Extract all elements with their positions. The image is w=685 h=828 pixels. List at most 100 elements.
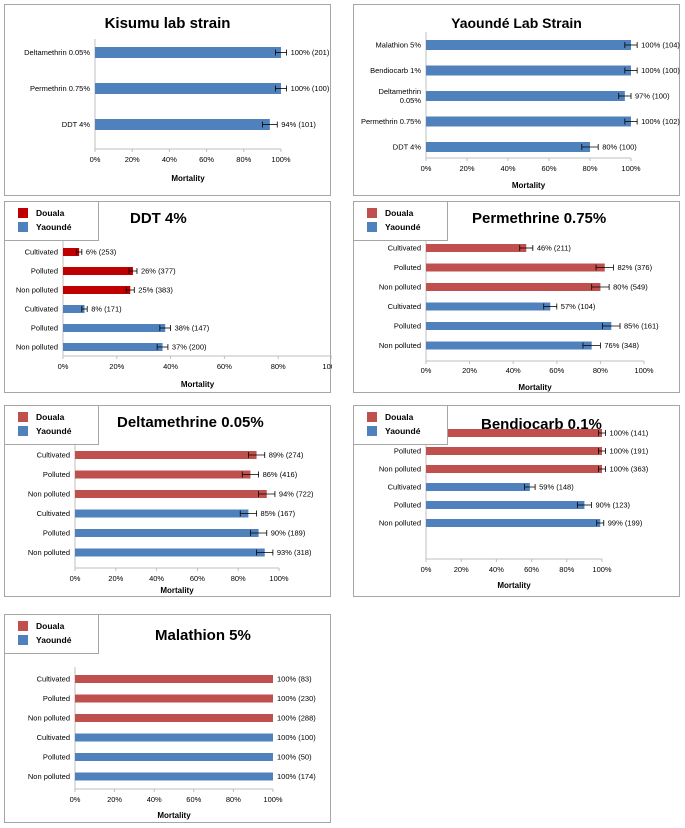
x-axis-label: Mortality [160, 586, 194, 595]
data-label: 76% (348) [604, 341, 639, 350]
category-label: Bendiocarb 1% [370, 66, 421, 75]
bar [75, 490, 267, 498]
data-label: 100% (100) [291, 84, 330, 93]
data-label: 37% (200) [172, 343, 207, 352]
bar [426, 283, 601, 291]
x-tick-label: 80% [559, 565, 574, 574]
chart-plot: 0% 20% 40% 60% 80% 100% Mortality Malathion 5% 1… [361, 32, 680, 190]
x-tick-label: 80% [236, 155, 251, 164]
legend-item-douala: Douala [18, 620, 64, 632]
data-label: 26% (377) [141, 267, 176, 276]
bar [63, 324, 166, 332]
category-label: Cultivated [37, 509, 70, 518]
x-tick-label: 40% [506, 366, 521, 375]
category-label: Polluted [43, 694, 70, 703]
x-tick-label: 0% [70, 574, 81, 583]
category-label: Polluted [394, 322, 421, 331]
bar [75, 733, 273, 742]
legend-item-douala: Douala [367, 207, 413, 219]
x-axis-label: Mortality [181, 380, 215, 389]
bar [63, 248, 80, 256]
bar [75, 694, 273, 703]
x-tick-label: 80% [593, 366, 608, 375]
chart-title: Malathion 5% [155, 627, 251, 644]
data-label: 38% (147) [175, 324, 210, 333]
x-tick-label: 20% [108, 574, 123, 583]
data-label: 100% (50) [277, 753, 312, 762]
x-axis-label: Mortality [512, 181, 546, 190]
legend-label: Yaoundé [36, 222, 72, 232]
data-label: 97% (100) [635, 92, 670, 101]
category-label: Polluted [31, 324, 58, 333]
legend-label: Yaoundé [36, 426, 72, 436]
x-tick-label: 60% [541, 164, 556, 173]
bar [426, 263, 605, 272]
bar [426, 501, 585, 509]
bar [95, 83, 281, 94]
bar [426, 447, 602, 455]
data-label: 93% (318) [277, 548, 312, 557]
legend-label: Douala [36, 208, 65, 218]
data-label: 100% (230) [277, 694, 316, 703]
category-label: Polluted [394, 501, 421, 510]
bar [426, 465, 602, 473]
data-label: 94% (101) [281, 120, 316, 129]
legend-item-douala: Douala [18, 411, 64, 423]
bar [75, 451, 257, 459]
data-label: 59% (148) [539, 483, 574, 492]
category-label: Cultivated [37, 451, 70, 460]
x-tick-label: 60% [186, 795, 201, 804]
category-label: Non polluted [379, 341, 421, 350]
chart-title: Permethrine 0.75% [472, 210, 607, 227]
category-label: Non polluted [379, 283, 421, 292]
data-label: 25% (383) [138, 286, 173, 295]
legend-label: Yaoundé [385, 426, 421, 436]
bar [426, 65, 631, 76]
x-tick-label: 20% [459, 164, 474, 173]
category-label: Cultivated [25, 305, 58, 314]
data-label: 80% (100) [602, 143, 637, 152]
legend: Douala Yaoundé [5, 615, 99, 654]
bar [75, 772, 273, 781]
legend-label: Douala [385, 412, 414, 422]
bar [426, 341, 592, 350]
legend-item-yaounde: Yaoundé [18, 425, 71, 437]
x-axis-label: Mortality [518, 383, 552, 392]
chart-panel-yaounde-lab: 0% 20% 40% 60% 80% 100% Mortality Malathion 5% 1… [353, 4, 680, 196]
category-label: Non polluted [28, 714, 70, 723]
category-label: DDT 4% [393, 143, 422, 152]
bar [63, 286, 131, 294]
bar [426, 142, 590, 152]
x-tick-label: 100% [263, 795, 283, 804]
bar [426, 40, 631, 50]
data-label: 100% (102) [641, 117, 680, 126]
legend-item-yaounde: Yaoundé [367, 221, 420, 233]
category-label: Polluted [43, 470, 70, 479]
category-label: Polluted [43, 753, 70, 762]
x-tick-label: 40% [147, 795, 162, 804]
x-axis-label: Mortality [157, 811, 191, 820]
chart-title: DDT 4% [130, 210, 187, 227]
legend-item-douala: Douala [367, 411, 413, 423]
legend: Douala Yaoundé [5, 202, 99, 241]
legend: Douala Yaoundé [354, 202, 448, 241]
bar [63, 267, 133, 275]
category-label: Non polluted [379, 519, 421, 528]
x-axis-label: Mortality [497, 581, 531, 590]
data-label: 6% (253) [86, 248, 117, 257]
x-tick-label: 40% [489, 565, 504, 574]
data-label: 100% (104) [641, 41, 680, 50]
bar [75, 753, 273, 761]
x-tick-label: 40% [149, 574, 164, 583]
data-label: 85% (161) [624, 322, 659, 331]
category-label: DDT 4% [62, 120, 91, 129]
chart-plot: 0% 20% 40% 60% 80% 100% Mortality Cultivated 6% … [16, 240, 332, 389]
data-label: 57% (104) [561, 302, 596, 311]
category-label: Non polluted [379, 465, 421, 474]
category-label: Malathion 5% [376, 41, 422, 50]
data-label: 100% (191) [610, 447, 649, 456]
legend-swatch [18, 426, 28, 436]
bar [426, 429, 602, 437]
legend-swatch [367, 426, 377, 436]
x-tick-label: 20% [107, 795, 122, 804]
